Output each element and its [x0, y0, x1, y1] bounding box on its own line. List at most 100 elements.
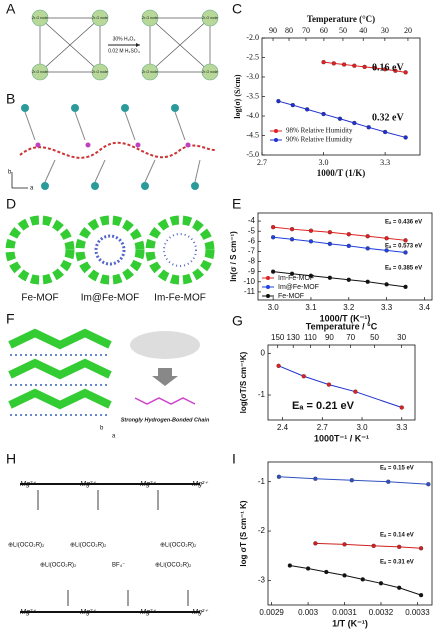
x-tick-label: 0.0031 — [332, 608, 357, 617]
y-tick-label: -10 — [243, 277, 255, 286]
chart: 3.0 3.1 3.2 3.3 3.4 -4-5-6 -7-8-9-10-11 1000/T … — [229, 212, 433, 323]
data-point — [331, 61, 336, 66]
x-tick-label: 3.0 — [268, 303, 280, 312]
panel-label: A — [6, 1, 16, 17]
data-point — [321, 60, 326, 65]
x-tick-label: 3.0 — [319, 158, 329, 167]
node-label: Zr-O node — [32, 70, 48, 74]
y-tick-label: -9 — [248, 267, 256, 276]
x2-tick-label: 70 — [302, 26, 310, 35]
plot-frame — [257, 212, 433, 301]
x-tick-label: 3.3 — [396, 423, 408, 432]
data-point — [378, 581, 384, 586]
data-point — [305, 566, 311, 571]
x2-tick-label: 150 — [271, 333, 285, 342]
data-point — [403, 70, 408, 75]
data-point — [337, 116, 343, 121]
data-point — [382, 67, 388, 72]
cage-right — [149, 17, 211, 73]
data-point — [327, 241, 333, 247]
data-point — [270, 235, 276, 240]
salt: ⊕Li(OCO₂R)₂ — [8, 543, 45, 549]
y-tick-label: -11 — [244, 287, 256, 296]
y-tick-label: -3.5 — [246, 91, 259, 100]
axis-name: b — [8, 170, 12, 176]
data-point — [346, 277, 351, 282]
data-point — [301, 374, 306, 379]
caption: Im@Fe-MOF — [81, 293, 139, 304]
node-label: Zr-O node — [92, 70, 108, 74]
node-label: Zr-O node — [202, 16, 218, 20]
legend-label: Im-Fe-MOF — [278, 275, 314, 282]
data-point — [289, 227, 295, 232]
y-tick-label: -4 — [248, 216, 256, 225]
data-point — [308, 239, 314, 244]
annotation: Eₐ = 0.31 eV — [380, 560, 414, 566]
data-point — [276, 474, 282, 479]
y-tick-label: -5.0 — [246, 150, 259, 159]
y-tick-label: -2 — [258, 526, 266, 535]
metal-ion: Mg²⁺ — [80, 609, 97, 616]
data-point — [403, 238, 408, 243]
y-tick-label: -6 — [248, 236, 256, 245]
y-tick-label: -1 — [258, 477, 266, 486]
data-point — [360, 577, 365, 582]
data-point — [349, 478, 354, 483]
data-point — [289, 271, 295, 276]
panel-label: D — [6, 196, 16, 212]
x2-tick-label: 50 — [370, 333, 379, 342]
data-point — [346, 243, 351, 249]
data-point — [397, 585, 402, 590]
data-point — [342, 573, 347, 578]
panel-label: F — [6, 311, 15, 327]
plot-frame — [267, 461, 433, 606]
series-line — [315, 542, 422, 549]
x-axis-title: 1000T⁻¹ / K⁻¹ — [314, 433, 369, 443]
data-point — [386, 479, 391, 484]
x-tick-label: 2.7 — [317, 423, 329, 432]
y-tick-label: -2.0 — [246, 33, 259, 42]
data-point — [289, 237, 295, 242]
x2-tick-label: 130 — [287, 333, 301, 342]
node-label: Zr-O node — [142, 70, 158, 74]
legend-marker — [266, 276, 270, 280]
mof-images — [5, 215, 215, 285]
series-line — [273, 236, 406, 253]
panel-label: I — [232, 451, 236, 467]
framework-f — [8, 328, 200, 416]
data-point — [270, 225, 276, 230]
x2-tick-label: 90 — [269, 26, 277, 35]
series-line — [273, 271, 406, 288]
x-axis-title: 1000/T (K⁻¹) — [320, 313, 371, 323]
y-tick-label: -4.0 — [246, 111, 259, 120]
plot-frame — [267, 344, 416, 421]
data-point — [365, 279, 370, 284]
panel-label: C — [232, 1, 242, 17]
axis-name: a — [30, 186, 34, 192]
data-point — [304, 107, 310, 112]
data-point — [324, 569, 329, 575]
data-point — [418, 592, 424, 598]
x-tick-label: 0.003 — [298, 608, 319, 617]
series-line — [289, 565, 422, 596]
node-label: Zr-O node — [92, 16, 108, 20]
data-point — [384, 248, 389, 253]
data-point — [426, 482, 431, 487]
legend-label: Im@Fe-MOF — [278, 284, 319, 291]
data-point — [321, 111, 326, 117]
data-point — [352, 63, 357, 68]
legend-label: Fe-MOF — [278, 293, 304, 300]
data-point — [399, 405, 404, 410]
metal-ion: Mg²⁺ — [20, 481, 37, 488]
annotation: 0.32 eV — [372, 112, 404, 123]
cage-left — [39, 17, 101, 73]
annotation: Eₐ = 0.14 eV — [380, 533, 414, 539]
annotation: Eₐ = 0.21 eV — [292, 400, 355, 412]
x-tick-label: 3.1 — [305, 303, 317, 312]
metal-ion: Mg²⁺ — [140, 481, 157, 488]
series-line — [273, 226, 406, 241]
data-point — [346, 232, 351, 237]
data-point — [397, 544, 402, 549]
x-axis-title: 1000/T (1/K) — [317, 168, 366, 178]
